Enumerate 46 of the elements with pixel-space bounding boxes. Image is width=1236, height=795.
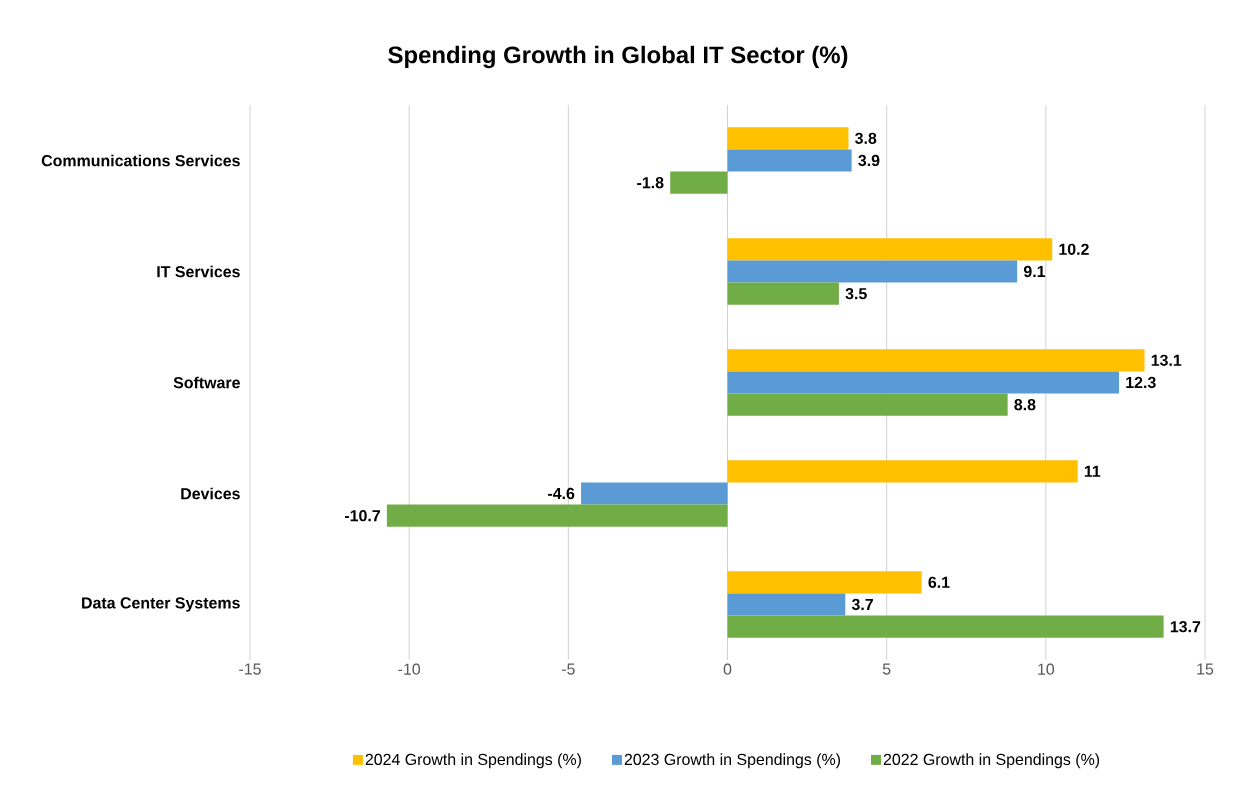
bar <box>727 371 1120 394</box>
x-tick-label: -10 <box>398 663 421 675</box>
data-label: -4.6 <box>548 487 575 500</box>
bar <box>727 260 1018 283</box>
y-tick-label: IT Services <box>157 265 240 278</box>
bar <box>670 171 728 194</box>
bar <box>581 482 728 505</box>
y-tick-label: Software <box>173 376 240 389</box>
bar <box>727 571 922 594</box>
data-label: 3.7 <box>851 598 873 611</box>
data-label: 13.1 <box>1151 354 1182 366</box>
x-tick-label: 10 <box>1038 663 1055 675</box>
legend-label: 2023 Growth in Spendings (%) <box>624 753 840 769</box>
data-label: -10.7 <box>344 510 380 522</box>
data-label: 8.8 <box>1014 399 1036 411</box>
bar <box>727 149 852 172</box>
x-tick-label: 5 <box>882 663 891 675</box>
x-tick-label: 0 <box>723 663 732 675</box>
bar <box>386 504 728 527</box>
data-label: 9.1 <box>1023 265 1046 278</box>
bar <box>727 460 1078 483</box>
data-label: 3.5 <box>845 288 867 300</box>
data-label: 11 <box>1084 465 1101 477</box>
bar <box>727 593 846 616</box>
data-label: -1.8 <box>637 177 664 189</box>
bar <box>727 349 1145 372</box>
x-tick-label: -5 <box>561 663 575 675</box>
data-label: 3.8 <box>855 132 877 144</box>
legend-label: 2022 Growth in Spendings (%) <box>883 753 1100 769</box>
bar <box>727 393 1008 416</box>
data-label: 3.9 <box>858 154 880 167</box>
bar <box>727 127 849 150</box>
legend-label: 2024 Growth in Spendings (%) <box>365 753 581 769</box>
bar <box>727 282 839 305</box>
data-label: 13.7 <box>1170 621 1201 633</box>
data-label: 12.3 <box>1126 376 1156 389</box>
y-tick-label: Communications Services <box>41 154 240 167</box>
x-tick-label: 15 <box>1197 663 1214 675</box>
data-label: 6.1 <box>928 576 950 588</box>
bar <box>727 238 1053 261</box>
y-tick-label: Data Center Systems <box>82 597 240 612</box>
x-tick-label: -15 <box>239 663 261 675</box>
data-label: 10.2 <box>1059 243 1089 255</box>
y-tick-label: Devices <box>181 487 240 500</box>
bar <box>727 615 1164 638</box>
chart-title: Spending Growth in Global IT Sector (%) <box>388 45 848 69</box>
